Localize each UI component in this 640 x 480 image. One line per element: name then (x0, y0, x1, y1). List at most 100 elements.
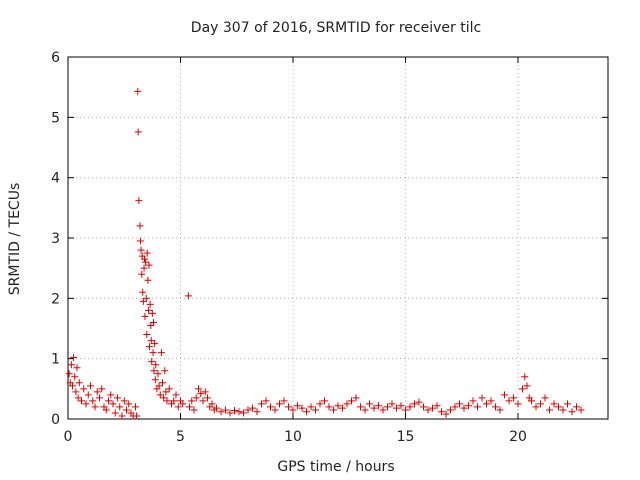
data-point (114, 394, 121, 402)
data-point (133, 412, 141, 420)
data-point (188, 397, 196, 405)
data-point (550, 400, 558, 408)
data-point (145, 261, 153, 269)
data-point (67, 361, 75, 369)
data-point (577, 406, 585, 414)
data-point (235, 408, 243, 416)
data-point (514, 400, 522, 408)
data-point (555, 403, 562, 411)
y-tick-label: 6 (51, 50, 60, 66)
x-tick-label: 15 (397, 429, 415, 445)
data-point (573, 403, 580, 411)
data-point (420, 403, 427, 411)
data-point (429, 404, 436, 412)
data-point (208, 400, 216, 408)
data-point (348, 397, 355, 405)
data-point (134, 128, 142, 136)
grid-lines (68, 57, 608, 419)
data-point (199, 397, 207, 405)
data-point (433, 402, 441, 410)
data-point (415, 398, 423, 406)
data-point (393, 404, 400, 412)
data-point (170, 397, 178, 405)
data-point (294, 402, 301, 410)
data-point (361, 406, 369, 414)
x-tick-label: 10 (284, 429, 302, 445)
data-point (89, 397, 97, 405)
data-point (370, 404, 378, 412)
data-point (442, 410, 450, 418)
data-point (140, 264, 148, 272)
data-point (172, 391, 180, 399)
data-point (559, 406, 567, 414)
data-point (289, 406, 297, 414)
data-point (537, 400, 544, 408)
x-tick-label: 0 (64, 429, 73, 445)
data-point (138, 270, 146, 278)
data-point (384, 403, 391, 411)
data-point (155, 382, 163, 390)
y-tick-label: 1 (51, 352, 60, 368)
data-point (148, 309, 156, 317)
data-point (82, 400, 90, 408)
data-point (107, 391, 115, 399)
data-point (192, 394, 200, 402)
data-point (197, 390, 205, 398)
data-point (406, 403, 414, 411)
data-point (465, 402, 472, 410)
data-point (379, 406, 387, 414)
data-point (510, 394, 517, 402)
data-point (120, 397, 128, 405)
data-point (141, 312, 149, 320)
data-point (80, 385, 88, 393)
data-point (109, 400, 117, 408)
axis-ticks: 0 5 10 15 20 0 1 2 3 4 5 6 (51, 50, 608, 445)
data-point (298, 404, 306, 412)
data-point (152, 361, 160, 369)
data-point (149, 349, 157, 357)
data-point (231, 407, 238, 415)
data-point (316, 400, 324, 408)
data-point (352, 394, 360, 402)
data-point (388, 400, 396, 408)
data-point (375, 402, 382, 410)
data-point (240, 409, 247, 417)
y-tick-label: 2 (51, 291, 60, 307)
data-point (135, 197, 143, 205)
data-point (357, 403, 364, 411)
data-point (142, 258, 150, 266)
data-point (162, 388, 170, 396)
data-point (165, 385, 173, 393)
data-point (541, 394, 549, 402)
data-point (125, 400, 133, 408)
data-point (568, 408, 576, 416)
data-point (146, 300, 154, 308)
data-point (321, 397, 328, 405)
data-point (190, 406, 198, 414)
data-point (478, 394, 486, 402)
data-point (134, 87, 142, 95)
data-point (144, 276, 152, 284)
data-point (330, 406, 337, 414)
data-point (285, 403, 292, 411)
data-point (532, 403, 540, 411)
data-point (451, 403, 459, 411)
data-point (397, 402, 405, 410)
data-point (150, 367, 158, 375)
data-point (325, 403, 333, 411)
data-point (424, 406, 432, 414)
data-point (460, 404, 468, 412)
data-point (116, 403, 124, 411)
data-point (84, 391, 92, 399)
data-point (201, 388, 209, 396)
data-point (267, 403, 274, 411)
data-point (163, 397, 171, 405)
data-point (366, 400, 373, 408)
data-point (179, 400, 187, 408)
data-point (174, 403, 182, 411)
data-point (156, 391, 164, 399)
data-point (564, 400, 571, 408)
data-point (159, 379, 166, 387)
data-point (469, 397, 477, 405)
